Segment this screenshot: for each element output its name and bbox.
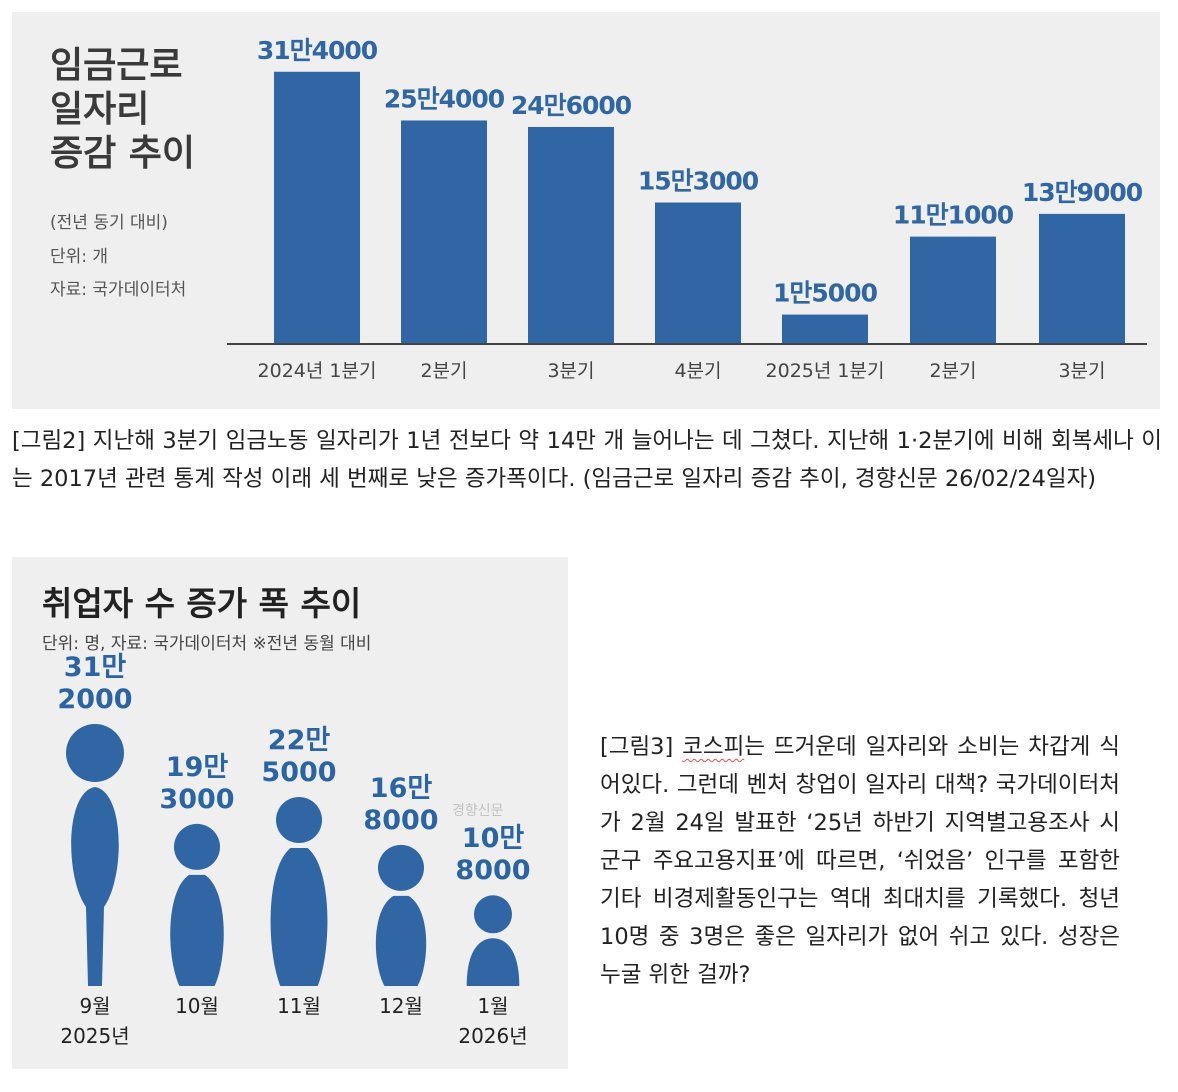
bar <box>274 71 360 343</box>
x-tick-label: 2024년 1분기 <box>258 360 377 382</box>
x-tick-label-line: 1월 <box>477 994 509 1018</box>
caption-highlight: 코스피 <box>682 734 745 760</box>
bar <box>1039 213 1125 343</box>
person-head <box>474 895 512 934</box>
person-head <box>66 724 124 782</box>
x-tick-label: 3분기 <box>547 360 594 382</box>
bar <box>528 126 614 343</box>
chart-title: 임금근로 일자리 증감 추이 <box>50 45 196 174</box>
person-figure <box>375 844 427 986</box>
chart-note: (전년 동기 대비) <box>50 213 168 233</box>
person-body <box>270 848 328 986</box>
chart-baseline <box>227 343 1147 345</box>
x-tick-label: 4분기 <box>674 360 721 382</box>
x-tick-label: 12월 <box>346 991 456 1021</box>
person-body <box>466 938 520 986</box>
data-label: 10만 8000 <box>438 823 548 887</box>
caption-body: 는 뜨거운데 일자리와 소비는 차갑게 식어있다. 그런데 벤처 창업이 일자리… <box>600 734 1120 988</box>
figure2-caption: [그림2] 지난해 3분기 임금노동 일자리가 1년 전보다 약 14만 개 늘… <box>12 428 1162 492</box>
x-tick-label: 2025년 1분기 <box>766 360 885 382</box>
data-label-line: 22만 <box>267 725 331 757</box>
person-head <box>276 797 322 844</box>
bar <box>655 202 741 343</box>
data-label: 16만 8000 <box>346 773 456 837</box>
data-label-line: 19만 <box>165 751 229 783</box>
person-body <box>71 787 119 986</box>
x-tick-label-line: 2025년 <box>60 1024 130 1048</box>
bar <box>910 236 996 343</box>
x-tick-label: 2분기 <box>929 360 976 382</box>
person-body <box>375 895 427 986</box>
data-label: 1만5000 <box>773 279 878 308</box>
employment-chart: 취업자 수 증가 폭 추이 단위: 명, 자료: 국가데이터처 ※전년 동월 대… <box>12 557 568 1069</box>
x-tick-label: 10월 <box>142 991 252 1021</box>
data-label: 11만1000 <box>893 201 1014 230</box>
person-figure <box>270 797 328 986</box>
x-tick-label: 1월 2026년 <box>438 991 548 1051</box>
caption-prefix: [그림3] <box>600 734 683 760</box>
data-label: 24만6000 <box>511 91 632 120</box>
watermark: 경향신문 <box>452 803 504 819</box>
bar-plot: 31만4000 2024년 1분기 25만4000 2분기 24만6000 3분기 15만3… <box>257 36 1144 382</box>
data-label: 31만4000 <box>257 36 378 65</box>
data-label-line: 10만 <box>461 823 525 855</box>
x-tick-label-line: 9월 <box>79 994 111 1018</box>
x-tick-label-line: 2026년 <box>458 1024 528 1048</box>
figure3-caption: [그림3] 코스피는 뜨거운데 일자리와 소비는 차갑게 식어있다. 그런데 벤… <box>600 728 1120 994</box>
data-label-line: 31만 <box>63 652 127 683</box>
data-label-line: 16만 <box>369 772 433 804</box>
wage-jobs-chart: 임금근로 일자리 증감 추이 (전년 동기 대비) 단위: 개 자료: 국가데이… <box>12 12 1160 409</box>
person-body <box>170 874 224 986</box>
data-label-line: 5000 <box>261 757 337 789</box>
data-label: 25만4000 <box>384 84 505 113</box>
data-label: 19만 3000 <box>142 752 252 816</box>
data-label: 22만 5000 <box>244 725 354 789</box>
x-tick-label-line: 12월 <box>379 994 423 1018</box>
data-label-line: 2000 <box>57 684 133 715</box>
chart-unit: 단위: 개 <box>50 247 109 267</box>
x-tick-label: 9월 2025년 <box>40 991 150 1051</box>
data-label-line: 8000 <box>363 804 439 836</box>
x-tick-label-line: 11월 <box>277 994 321 1018</box>
x-tick-label: 11월 <box>244 991 354 1021</box>
bar <box>401 120 487 344</box>
people-plot <box>66 724 520 986</box>
data-label-line: 3000 <box>159 783 235 815</box>
data-label-line: 8000 <box>455 855 531 887</box>
chart-source: 자료: 국가데이터처 <box>50 280 187 300</box>
bar <box>782 314 868 343</box>
chart-subtitle: 단위: 명, 자료: 국가데이터처 ※전년 동월 대비 <box>42 634 372 654</box>
person-figure <box>170 823 224 986</box>
person-head <box>378 844 424 891</box>
data-label: 13만9000 <box>1022 178 1143 207</box>
data-label: 15만3000 <box>638 167 759 196</box>
person-figure <box>66 724 124 986</box>
data-label: 31만 2000 <box>40 652 150 716</box>
x-tick-label-line: 10월 <box>175 994 219 1018</box>
person-figure <box>466 895 520 986</box>
person-head <box>174 823 220 870</box>
chart-title: 취업자 수 증가 폭 추이 <box>42 584 362 623</box>
x-tick-label: 3분기 <box>1058 360 1105 382</box>
x-tick-label: 2분기 <box>420 360 467 382</box>
